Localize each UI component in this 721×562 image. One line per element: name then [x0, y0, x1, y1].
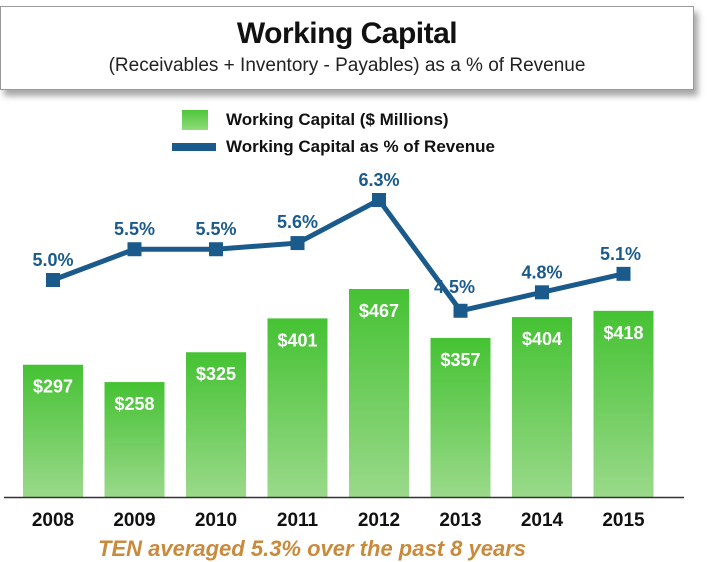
line-marker-2011	[290, 236, 305, 251]
x-tick-label: 2008	[32, 510, 74, 531]
bar-2011	[267, 318, 328, 497]
line-marker-2008	[46, 273, 60, 287]
bar-value-label: $404	[522, 329, 562, 349]
line-marker-2012	[372, 193, 386, 207]
line-marker-2013	[453, 303, 468, 318]
legend-item-bars: Working Capital ($ Millions)	[182, 106, 495, 133]
legend: Working Capital ($ Millions) Working Cap…	[172, 106, 495, 160]
x-tick-label: 2011	[277, 510, 319, 531]
bar-value-label: $401	[277, 330, 317, 350]
pct-label: 5.0%	[32, 250, 73, 270]
pct-label: 4.8%	[521, 262, 562, 282]
x-tick-label: 2014	[521, 510, 564, 531]
bar-2008	[23, 364, 83, 497]
x-tick-label: 2015	[602, 510, 645, 531]
bar-2014	[512, 317, 572, 497]
line-series-pct	[52, 196, 625, 314]
bar-value-label: $297	[33, 377, 73, 397]
bar-2009	[104, 382, 165, 497]
title-box: Working Capital (Receivables + Inventory…	[0, 6, 694, 90]
pct-label: 5.5%	[114, 219, 155, 239]
legend-swatch-line	[172, 142, 216, 151]
bar-value-label: $418	[603, 323, 643, 343]
bar-value-label: $467	[359, 301, 399, 321]
pct-label: 4.5%	[434, 277, 475, 297]
pct-label: 5.1%	[600, 244, 641, 264]
pct-label: 6.3%	[358, 170, 399, 190]
chart-title: Working Capital	[236, 17, 458, 50]
legend-item-line: Working Capital as % of Revenue	[172, 133, 495, 160]
legend-swatch-bars	[182, 109, 208, 130]
bar-2012	[349, 289, 409, 497]
bar-value-label: $357	[440, 350, 480, 370]
line-marker-2015	[616, 266, 631, 281]
bar-2013	[430, 337, 491, 497]
bar-2015	[593, 310, 654, 497]
pct-label: 5.6%	[277, 212, 318, 232]
bar-2010	[186, 352, 246, 497]
line-marker-2014	[535, 285, 549, 300]
x-tick-label: 2009	[113, 510, 155, 531]
chart-subtitle: (Receivables + Inventory - Payables) as …	[108, 55, 586, 76]
line-marker-2010	[209, 242, 223, 257]
x-tick-label: 2010	[195, 510, 237, 531]
bar-value-label: $325	[196, 364, 236, 384]
legend-label-line: Working Capital as % of Revenue	[226, 136, 495, 156]
line-marker-2009	[127, 242, 142, 257]
x-tick-label: 2012	[358, 510, 400, 531]
legend-label-bars: Working Capital ($ Millions)	[226, 109, 449, 129]
bar-value-label: $258	[114, 394, 154, 414]
x-tick-label: 2013	[439, 510, 481, 531]
footer-note: TEN averaged 5.3% over the past 8 years	[98, 536, 526, 561]
pct-label: 5.5%	[195, 219, 236, 239]
